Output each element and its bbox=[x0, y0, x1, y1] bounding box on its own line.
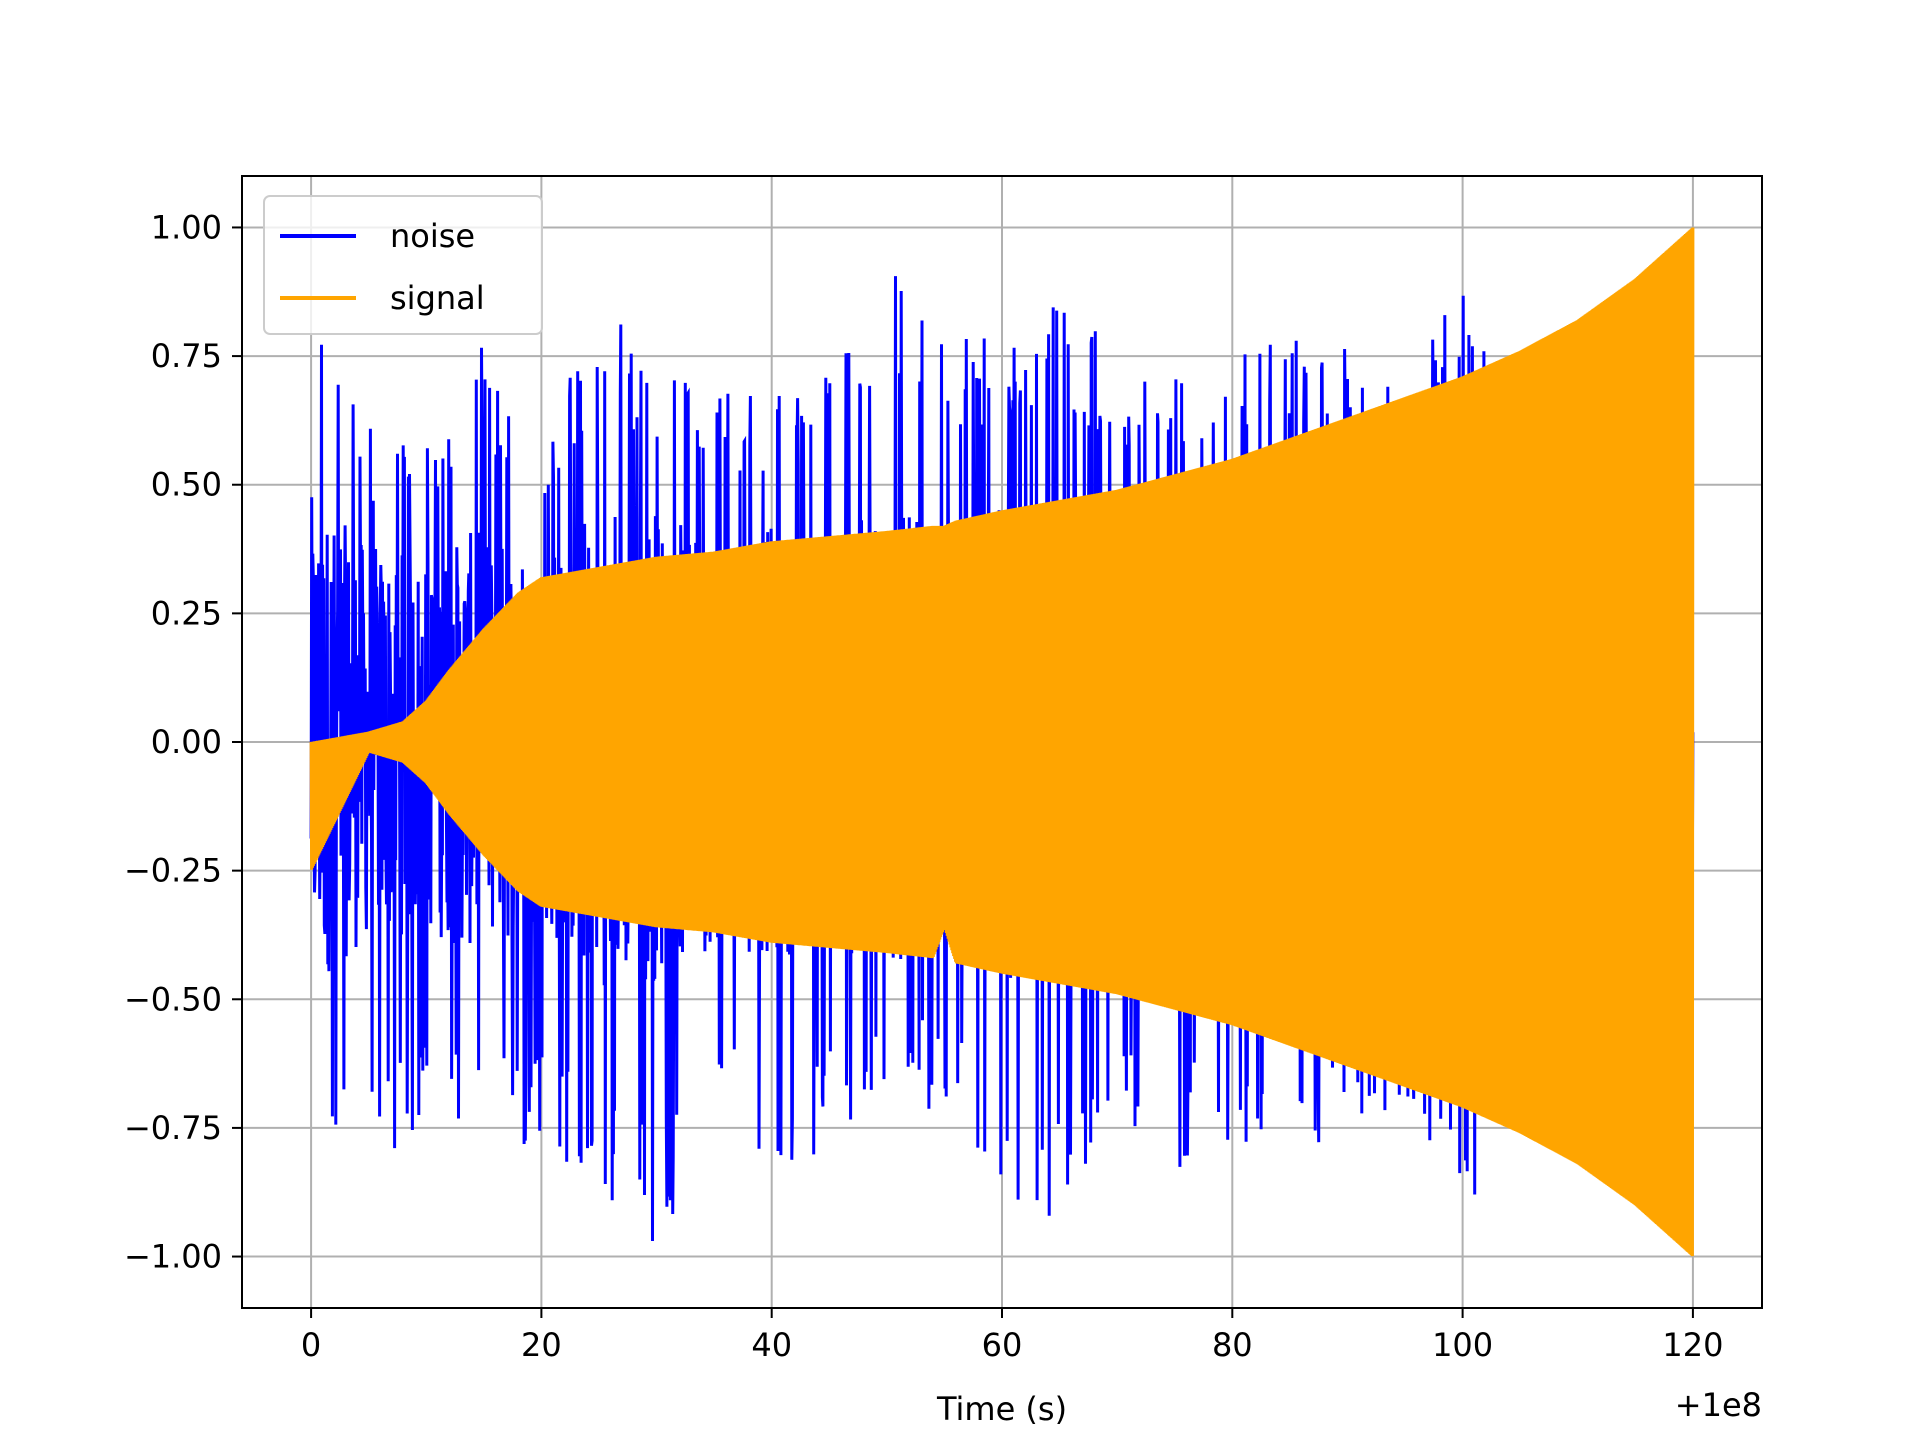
x-axis-offset-label: +1e8 bbox=[1675, 1386, 1762, 1424]
x-tick-label: 0 bbox=[301, 1326, 321, 1364]
legend-label-signal: signal bbox=[390, 279, 485, 317]
x-tick-label: 80 bbox=[1212, 1326, 1253, 1364]
legend-label-noise: noise bbox=[390, 217, 475, 255]
y-tick-label: 1.00 bbox=[151, 208, 222, 246]
x-tick-label: 60 bbox=[982, 1326, 1023, 1364]
x-tick-label: 120 bbox=[1662, 1326, 1723, 1364]
x-tick-label: 40 bbox=[751, 1326, 792, 1364]
x-tick-label: 20 bbox=[521, 1326, 562, 1364]
axis-ticks: 0 20 40 60 80 100 120 1.00 0.75 0.50 0.25 0.00 −0.25… bbox=[124, 208, 1724, 1364]
series-layer bbox=[309, 227, 1695, 1257]
y-tick-label: 0.00 bbox=[151, 723, 222, 761]
y-tick-label: −0.50 bbox=[124, 980, 222, 1018]
y-tick-label: 0.50 bbox=[151, 466, 222, 504]
y-tick-label: −0.75 bbox=[124, 1109, 222, 1147]
y-tick-label: 0.25 bbox=[151, 594, 222, 632]
legend: noise signal bbox=[263, 195, 543, 335]
x-axis-label: Time (s) bbox=[936, 1390, 1067, 1428]
series-line-signal bbox=[309, 227, 1695, 1257]
y-tick-label: 0.75 bbox=[151, 337, 222, 375]
y-tick-label: −1.00 bbox=[124, 1238, 222, 1276]
y-tick-label: −0.25 bbox=[124, 852, 222, 890]
x-tick-label: 100 bbox=[1432, 1326, 1493, 1364]
